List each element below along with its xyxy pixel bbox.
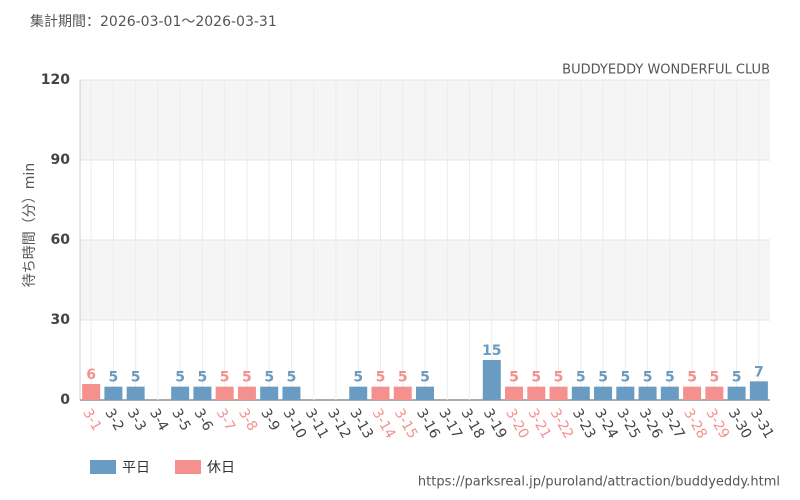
bar	[549, 386, 568, 400]
bar	[749, 381, 768, 400]
data-label: 5	[287, 370, 297, 386]
bar	[505, 386, 524, 400]
data-label: 5	[242, 370, 252, 386]
bar	[482, 360, 501, 400]
x-tick-label: 3-4	[146, 406, 171, 434]
legend-label: 平日	[122, 460, 150, 476]
data-label: 5	[598, 370, 608, 386]
y-tick-label: 0	[60, 392, 70, 408]
data-label: 5	[576, 370, 586, 386]
data-label: 5	[620, 370, 630, 386]
bar	[594, 386, 613, 400]
data-label: 5	[709, 370, 719, 386]
data-label: 5	[665, 370, 675, 386]
x-tick-label: 3-2	[101, 406, 126, 434]
data-label: 5	[732, 370, 742, 386]
bar	[683, 386, 702, 400]
x-tick-label: 3-7	[213, 406, 238, 434]
chart-subtitle: BUDDYEDDY WONDERFUL CLUB	[562, 63, 770, 78]
data-label: 7	[754, 364, 764, 380]
x-tick-label: 3-6	[190, 406, 215, 434]
bar	[727, 386, 746, 400]
x-tick-label: 3-3	[124, 406, 149, 434]
data-label: 15	[482, 343, 501, 359]
bar	[705, 386, 724, 400]
y-tick-label: 60	[51, 232, 71, 248]
x-tick-label: 3-1	[79, 406, 104, 434]
data-label: 5	[264, 370, 274, 386]
data-label: 5	[554, 370, 564, 386]
data-label: 5	[220, 370, 230, 386]
x-tick-label: 3-5	[168, 406, 193, 434]
bar	[371, 386, 390, 400]
y-tick-label: 30	[51, 312, 71, 328]
bar	[416, 386, 434, 400]
bar	[571, 386, 590, 400]
bar	[527, 386, 546, 400]
y-tick-label: 90	[51, 152, 71, 168]
data-label: 5	[398, 370, 408, 386]
data-label: 5	[687, 370, 697, 386]
bar	[126, 386, 145, 400]
data-label: 5	[353, 370, 363, 386]
bar	[171, 386, 190, 400]
data-label: 5	[175, 370, 185, 386]
legend-swatch	[90, 460, 116, 474]
chart-title: 集計期間：2026-03-01～2026-03-31	[30, 13, 277, 30]
data-label: 5	[109, 370, 119, 386]
data-label: 5	[376, 370, 386, 386]
legend-swatch	[175, 460, 201, 474]
bar	[660, 386, 679, 400]
bar	[393, 386, 412, 400]
bar	[193, 386, 212, 400]
bar	[638, 386, 657, 400]
data-label: 6	[86, 367, 96, 383]
x-tick-label: 3-8	[235, 406, 260, 434]
data-label: 5	[643, 370, 653, 386]
bar	[260, 386, 279, 400]
bar	[215, 386, 234, 400]
y-tick-label: 120	[41, 72, 70, 88]
data-label: 5	[198, 370, 208, 386]
bar	[82, 384, 101, 400]
bar	[237, 386, 256, 400]
data-label: 5	[509, 370, 519, 386]
data-label: 5	[531, 370, 541, 386]
source-url: https://parksreal.jp/puroland/attraction…	[418, 475, 780, 490]
bar	[349, 386, 368, 400]
legend-label: 休日	[207, 460, 235, 476]
y-axis-label: 待ち時間（分）min	[22, 163, 38, 287]
x-tick-label: 3-31	[747, 406, 777, 442]
data-label: 5	[131, 370, 141, 386]
bar	[282, 386, 301, 400]
bar	[616, 386, 635, 400]
x-tick-label: 3-9	[257, 406, 282, 434]
bar	[104, 386, 123, 400]
data-label: 5	[420, 370, 430, 386]
